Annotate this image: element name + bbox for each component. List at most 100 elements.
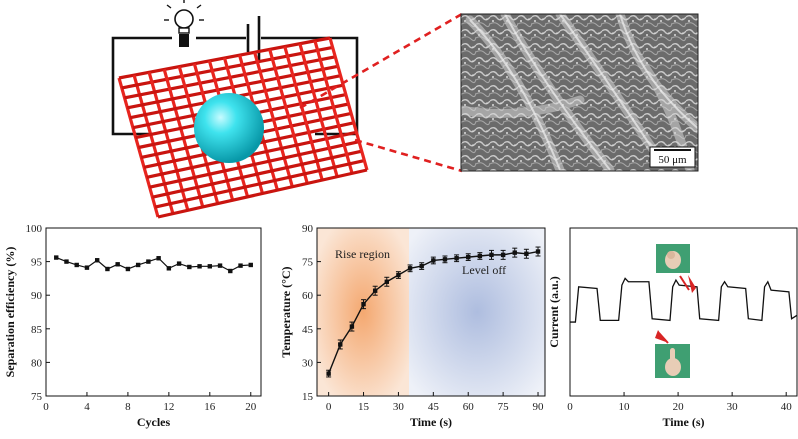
chart1-data-point (166, 266, 172, 271)
chart1-data-point (64, 259, 69, 264)
chart2-x-tick-label: 0 (326, 401, 332, 413)
mesh-strand (298, 43, 339, 178)
mesh-strand (328, 37, 369, 171)
chart1-plot-frame (45, 227, 262, 397)
chart3-x-tick-label: 10 (619, 401, 631, 413)
mesh-strand (313, 40, 354, 174)
chart2-data-point (349, 324, 355, 329)
chart1-x-tick-label: 16 (204, 401, 216, 413)
chart1-data-point (228, 268, 233, 274)
chart1-data-point (207, 264, 213, 269)
chart2-y-tick-label: 30 (302, 357, 314, 369)
chart2-plot-frame (316, 227, 546, 397)
chart1-data-point (94, 258, 100, 263)
light-bulb-icon (164, 0, 204, 47)
mesh-strand (268, 48, 309, 184)
chart2-x-tick-label: 15 (358, 401, 370, 413)
scale-bar-label: 50 μm (658, 154, 687, 166)
mesh-strand (157, 168, 368, 219)
hand-finger-photo (655, 330, 690, 378)
chart2-data-point (407, 266, 413, 271)
chart-temperature: 0 15 30 45 60 75 90 15 30 45 60 75 90 Rise region Leve… (279, 223, 546, 429)
chart2-data-point (442, 257, 448, 262)
chart1-data-point (238, 263, 243, 268)
chart2-data-point (372, 288, 378, 293)
chart1-x-tick-label: 4 (84, 401, 90, 413)
chart1-y-tick-label: 75 (31, 391, 43, 403)
chart3-x-axis-label: Time (s) (662, 415, 704, 429)
chart1-y-tick-label: 85 (31, 324, 43, 336)
chart2-data-point (338, 342, 343, 347)
chart3-x-tick-label: 30 (727, 401, 739, 413)
chart2-x-axis-label: Time (s) (410, 415, 452, 429)
chart2-data-point (512, 250, 517, 255)
chart1-data-point (146, 259, 151, 264)
level-off-label: Level off (462, 263, 506, 277)
chart1-y-axis-label: Separation efficiency (%) (3, 247, 17, 378)
chart1-y-tick-label: 100 (26, 223, 43, 235)
chart2-data-point (489, 252, 494, 258)
chart2-data-point (500, 252, 506, 258)
chart2-y-tick-label: 90 (302, 223, 314, 235)
chart3-x-tick-label: 20 (673, 401, 685, 413)
mesh-strand (146, 130, 357, 179)
chart1-data-point (248, 262, 253, 268)
chart2-data-point (524, 251, 529, 256)
mesh-strand (152, 149, 363, 199)
chart1-x-tick-label: 20 (245, 401, 257, 413)
chart1-data-point (84, 265, 90, 270)
chart2-data-point (384, 279, 389, 284)
chart1-data-point (176, 261, 182, 266)
rise-region-shade (317, 228, 409, 396)
chart2-y-tick-label: 45 (302, 324, 314, 336)
chart-separation-efficiency: 0 4 8 12 16 20 75 80 85 90 95 100 Cycles Separation e… (3, 223, 262, 429)
mesh-strand (283, 46, 324, 181)
rise-region-label: Rise region (335, 247, 390, 261)
chart2-x-tick-label: 30 (393, 401, 405, 413)
chart1-x-tick-label: 0 (43, 401, 49, 413)
chart3-series-line (570, 277, 798, 323)
chart1-data-point (115, 262, 120, 267)
chart1-x-tick-label: 12 (163, 401, 174, 413)
chart1-data-point (105, 266, 110, 272)
chart1-data-point (74, 262, 79, 268)
chart2-data-point (535, 249, 541, 254)
chart2-data-point (326, 371, 331, 376)
chart2-data-point (454, 256, 459, 261)
chart1-y-tick-label: 95 (31, 257, 43, 269)
chart2-data-point (477, 253, 483, 259)
circuit-wire (111, 36, 359, 136)
scale-bar: 50 μm (649, 146, 696, 168)
mesh-strand (154, 159, 365, 209)
chart3-y-axis-label: Current (a.u.) (547, 276, 561, 347)
chart2-x-tick-label: 75 (498, 401, 510, 413)
chart2-data-point (396, 272, 401, 278)
chart1-data-point (156, 256, 161, 261)
chart2-y-axis-label: Temperature (°C) (279, 266, 293, 357)
chart1-y-tick-label: 80 (31, 357, 43, 369)
droplet-sphere (194, 93, 264, 163)
chart2-y-tick-label: 60 (302, 290, 314, 302)
chart2-data-point (431, 258, 436, 263)
chart1-x-axis-label: Cycles (137, 415, 171, 429)
zoom-callout-lines (299, 12, 463, 173)
chart1-data-point (135, 262, 141, 268)
mesh-strand (253, 51, 294, 188)
chart3-x-tick-label: 0 (567, 401, 573, 413)
chart2-x-tick-label: 60 (463, 401, 475, 413)
chart-current: 0 10 20 30 40 Time (s) Current (a.u.) (547, 227, 798, 429)
chart2-data-point (419, 263, 424, 269)
chart1-x-tick-label: 8 (125, 401, 131, 413)
mesh-strand (149, 140, 360, 189)
chart2-x-tick-label: 45 (428, 401, 440, 413)
chart1-data-point (217, 263, 223, 268)
sem-image: 50 μm (460, 13, 699, 172)
chart1-data-point (125, 266, 131, 272)
chart2-y-tick-label: 15 (302, 391, 314, 403)
hand-fist-photo (656, 244, 696, 293)
chart1-y-tick-label: 90 (31, 290, 43, 302)
chart2-data-point (466, 254, 471, 260)
chart1-data-point (187, 264, 192, 270)
